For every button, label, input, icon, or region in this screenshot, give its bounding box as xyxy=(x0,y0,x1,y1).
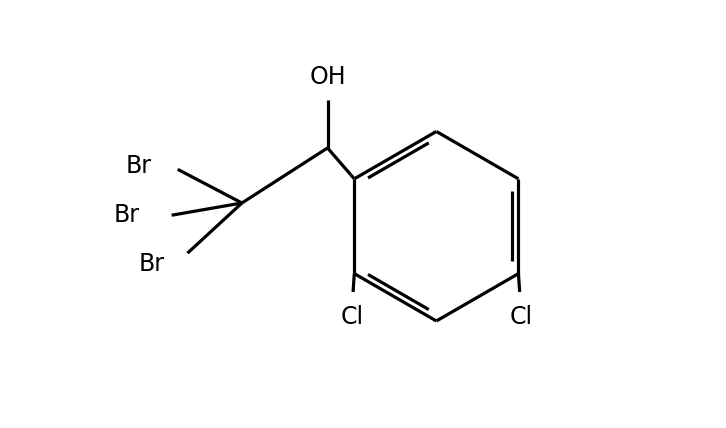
Text: Br: Br xyxy=(126,155,152,178)
Text: OH: OH xyxy=(309,65,346,89)
Text: Br: Br xyxy=(138,252,164,276)
Text: Cl: Cl xyxy=(510,306,533,330)
Text: Br: Br xyxy=(114,203,140,227)
Text: Cl: Cl xyxy=(340,306,364,330)
